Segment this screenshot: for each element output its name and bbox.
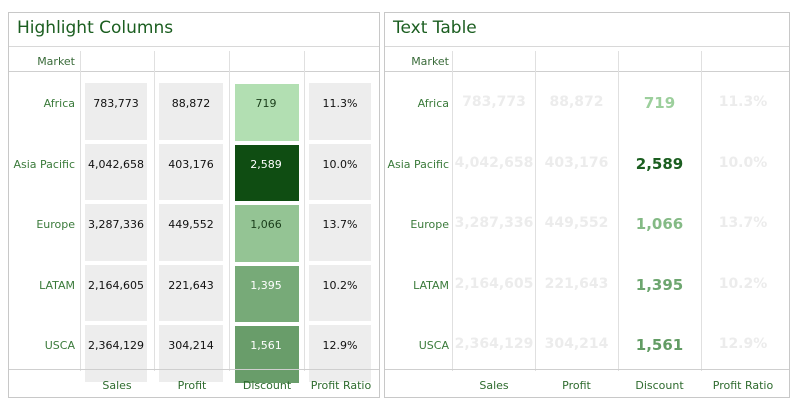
cell-value-discount: 1,066 [635, 215, 684, 234]
column-header: Profit [562, 379, 591, 392]
column-header: Profit Ratio [310, 379, 372, 392]
cell-value-sales: 2,164,605 [88, 278, 144, 292]
cell-sales [85, 264, 147, 321]
cell-value-profit-ratio: 10.2% [322, 278, 358, 292]
cell-value-discount: 2,589 [250, 157, 282, 171]
cell-value-profit-ratio: 10.0% [322, 157, 358, 171]
cell-discount [234, 325, 300, 384]
cell-sales [85, 204, 147, 261]
cell-sales [85, 83, 147, 140]
cell-value-profit: 403,176 [544, 154, 609, 171]
cell-value-sales: 4,042,658 [88, 157, 144, 171]
cell-value-discount: 1,395 [250, 278, 282, 292]
column-divider [229, 51, 230, 371]
cell-value-discount: 2,589 [635, 154, 684, 173]
cell-value-profit-ratio: 10.2% [718, 275, 768, 292]
column-header: Sales [479, 379, 509, 392]
cell-value-sales: 3,287,336 [454, 215, 534, 232]
cell-profit [159, 264, 223, 321]
cell-value-sales: 783,773 [462, 94, 526, 111]
column-divider [304, 51, 305, 371]
column-divider [701, 51, 702, 371]
cell-discount [234, 264, 300, 323]
cell-value-profit: 221,643 [168, 278, 214, 292]
row-label-market: Europe [36, 218, 75, 232]
cell-sales [85, 143, 147, 200]
column-divider [535, 51, 536, 371]
cell-value-sales: 2,364,129 [88, 339, 144, 353]
text-table-panel: Text Table Market Africa 783,773 88,872 719 1… [384, 12, 790, 398]
row-label-market: LATAM [39, 278, 75, 292]
cell-value-sales: 2,364,129 [454, 336, 534, 353]
cell-value-profit: 88,872 [549, 94, 604, 111]
row-label-market: Africa [417, 97, 449, 111]
cell-discount [234, 143, 300, 202]
column-header: Profit Ratio [712, 379, 774, 392]
column-header: Sales [102, 379, 132, 392]
cell-profit [159, 204, 223, 261]
cell-value-discount: 1,066 [250, 218, 282, 232]
cell-profit-ratio [309, 325, 371, 382]
cell-value-profit-ratio: 13.7% [718, 215, 768, 232]
footer-rule [385, 369, 789, 370]
cell-value-profit-ratio: 10.0% [718, 154, 768, 171]
cell-value-discount: 719 [643, 94, 676, 113]
cell-profit-ratio [309, 143, 371, 200]
cell-value-profit: 403,176 [168, 157, 214, 171]
cell-value-profit-ratio: 13.7% [322, 218, 358, 232]
cell-discount [234, 204, 300, 263]
cell-value-profit-ratio: 12.9% [718, 336, 768, 353]
column-divider [154, 51, 155, 371]
cell-value-discount: 1,561 [635, 336, 684, 355]
row-label-market: LATAM [413, 278, 449, 292]
cell-value-profit: 449,552 [168, 218, 214, 232]
cell-value-discount: 1,561 [250, 339, 282, 353]
panel-title: Highlight Columns [9, 13, 379, 47]
column-header: Discount [242, 379, 292, 392]
cell-value-profit: 88,872 [171, 97, 211, 111]
row-label-market: USCA [418, 339, 449, 353]
cell-profit-ratio [309, 264, 371, 321]
column-divider [80, 51, 81, 371]
row-label-market: USCA [44, 339, 75, 353]
header-rule [385, 71, 789, 72]
cell-value-profit-ratio: 11.3% [322, 97, 358, 111]
cell-discount [234, 83, 300, 142]
cell-profit-ratio [309, 204, 371, 261]
cell-value-discount: 719 [255, 97, 277, 111]
header-rule [9, 71, 379, 72]
cell-value-profit: 304,214 [168, 339, 214, 353]
cell-value-sales: 3,287,336 [88, 218, 144, 232]
cell-profit-ratio [309, 83, 371, 140]
highlight-columns-panel: Highlight Columns Market Africa 783,773 88,… [8, 12, 380, 398]
cell-profit [159, 325, 223, 382]
cell-value-discount: 1,395 [635, 275, 684, 294]
cell-value-profit-ratio: 11.3% [718, 94, 768, 111]
footer-rule [9, 369, 379, 370]
cell-value-sales: 783,773 [93, 97, 139, 111]
row-label-market: Europe [410, 218, 449, 232]
cell-value-profit: 449,552 [544, 215, 609, 232]
column-header: Profit [177, 379, 207, 392]
row-label-market: Asia Pacific [13, 157, 75, 171]
cell-sales [85, 325, 147, 382]
cell-value-profit-ratio: 12.9% [322, 339, 358, 353]
row-label-market: Asia Pacific [387, 157, 449, 171]
cell-value-profit: 221,643 [544, 275, 609, 292]
row-label-market: Africa [43, 97, 75, 111]
cell-value-profit: 304,214 [544, 336, 609, 353]
panel-title: Text Table [385, 13, 789, 47]
cell-profit [159, 83, 223, 140]
cell-value-sales: 4,042,658 [454, 154, 534, 171]
column-divider [618, 51, 619, 371]
column-divider [452, 51, 453, 371]
market-header: Market [411, 55, 449, 68]
cell-value-sales: 2,164,605 [454, 275, 534, 292]
column-header: Discount [635, 379, 684, 392]
cell-profit [159, 143, 223, 200]
market-header: Market [37, 55, 75, 68]
